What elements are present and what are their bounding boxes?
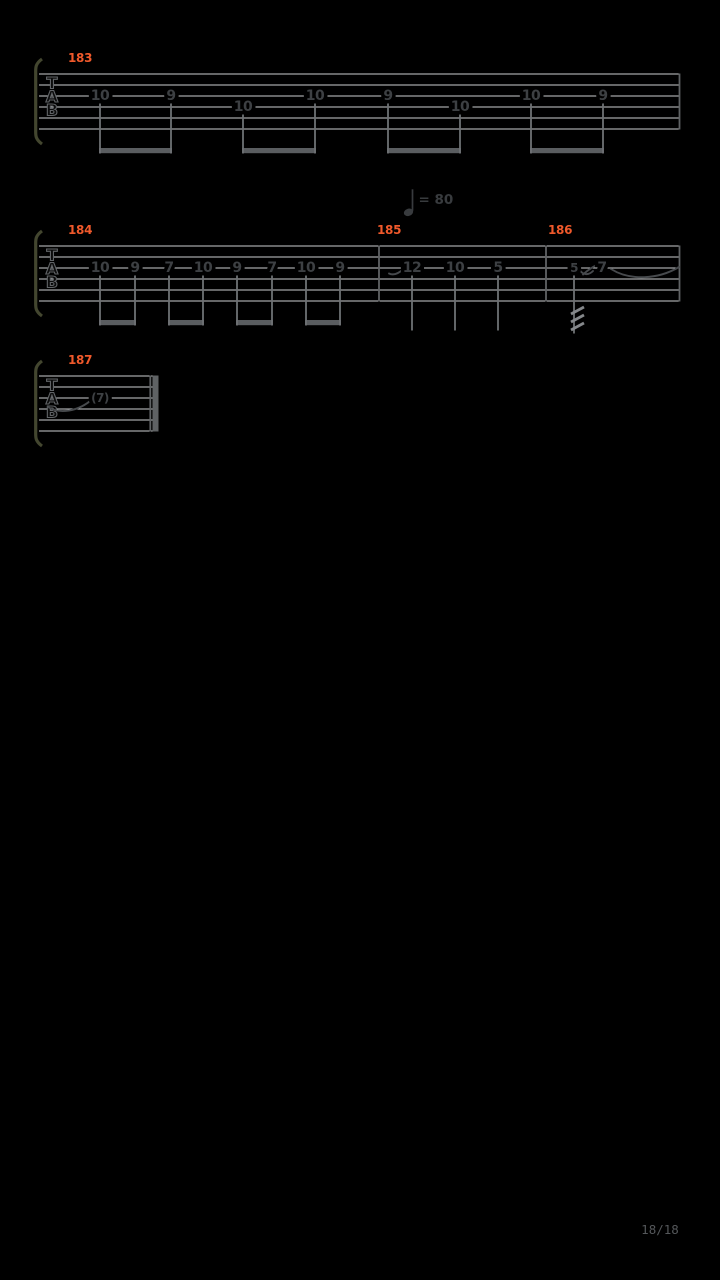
- tremolo-slash: [570, 321, 585, 332]
- tab-clef-letter: T: [47, 246, 58, 265]
- tremolo-slash: [570, 313, 585, 324]
- tie-continuation: [47, 398, 94, 412]
- tab-clef-letter: B: [46, 403, 58, 422]
- beam: [530, 148, 604, 154]
- tab-clef-letter: A: [46, 389, 59, 408]
- beam: [99, 148, 172, 154]
- tab-clef-letter: A: [46, 87, 59, 106]
- beam: [387, 148, 461, 154]
- tempo-marking: = 80: [403, 189, 454, 217]
- slide-5-down: [577, 267, 594, 276]
- fret-number: 12: [403, 260, 421, 276]
- fret-number: 10: [446, 260, 465, 276]
- fret-number: 5: [570, 261, 578, 275]
- tab-clef-letter: T: [47, 74, 58, 93]
- fret-number: 9: [232, 260, 241, 276]
- fret-number: 7: [597, 260, 606, 276]
- measure-number: 187: [68, 353, 92, 367]
- tab-clef-letter: T: [47, 376, 58, 395]
- fret-number: 7: [164, 260, 173, 276]
- system-bracket: [34, 57, 43, 146]
- fret-number: (7): [91, 391, 109, 405]
- measure-number: 186: [548, 223, 572, 237]
- fret-number: 10: [306, 88, 325, 104]
- barline: [545, 245, 547, 302]
- barline: [678, 73, 681, 130]
- tremolo-slash: [570, 305, 585, 316]
- barline: [149, 375, 152, 432]
- final-barline-thick: [152, 375, 159, 432]
- fret-number: 10: [297, 260, 316, 276]
- system-bracket: [34, 359, 43, 448]
- measure-number: 185: [377, 223, 401, 237]
- tab-clef-letter: B: [46, 101, 58, 120]
- measure-number: 183: [68, 51, 92, 65]
- fret-number: 10: [234, 99, 253, 115]
- fret-number: 7: [267, 260, 276, 276]
- fret-number: 5: [493, 260, 502, 276]
- fret-number: 9: [335, 260, 344, 276]
- tab-clef-letter: A: [46, 259, 59, 278]
- page-indicator: 18/18: [641, 1222, 679, 1237]
- beam: [99, 320, 136, 326]
- fret-number: 10: [91, 88, 110, 104]
- fret-number: 9: [166, 88, 175, 104]
- barline: [378, 245, 380, 302]
- fret-number: 9: [383, 88, 392, 104]
- system-bracket: [34, 229, 43, 318]
- measure-number: 184: [68, 223, 92, 237]
- fret-number: 10: [91, 260, 110, 276]
- tempo-note-head-icon: [403, 208, 414, 217]
- beam: [242, 148, 316, 154]
- fret-number: 10: [522, 88, 541, 104]
- fret-number: 9: [598, 88, 607, 104]
- system-1: TAB 183 10 9 10 10 9 10 10 9: [34, 51, 681, 154]
- system-3: TAB 187 (7): [34, 353, 159, 448]
- fret-number: 9: [130, 260, 139, 276]
- fret-number: 10: [194, 260, 213, 276]
- tempo-value: = 80: [419, 192, 454, 208]
- beam: [168, 320, 204, 326]
- beam: [305, 320, 341, 326]
- beam: [236, 320, 273, 326]
- system-2: TAB 184 185 186 10 9 7 10 9 7 10 9 12 10 5 5 7: [34, 223, 681, 334]
- let-ring-tie: [610, 266, 680, 279]
- slide-into-7: [582, 263, 600, 276]
- fret-number: 10: [451, 99, 470, 115]
- barline: [678, 245, 681, 302]
- slide-into-12: [388, 268, 405, 276]
- tab-clef-letter: B: [46, 273, 58, 292]
